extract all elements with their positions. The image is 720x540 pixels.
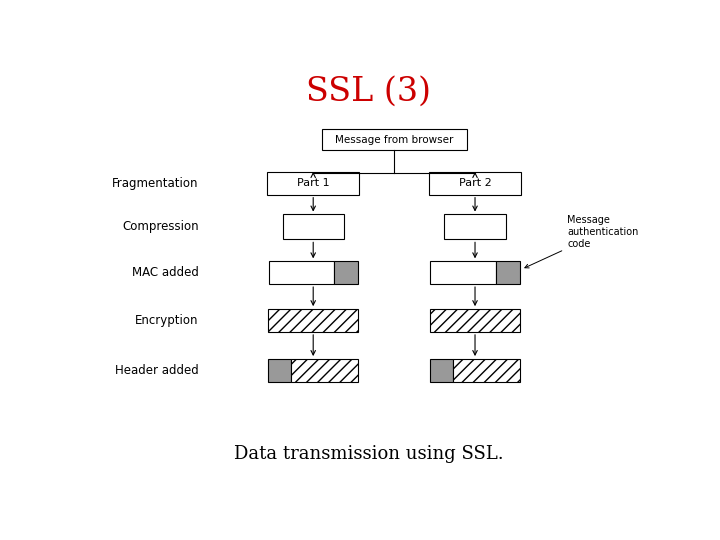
Bar [454,359,521,382]
Text: MAC added: MAC added [132,266,199,279]
Bar [292,359,359,382]
Bar [267,172,359,195]
Bar [268,359,292,382]
Text: Message
authentication
code: Message authentication code [525,215,639,268]
Bar [430,309,521,332]
Bar [496,261,520,284]
Bar [268,309,359,332]
Text: Header added: Header added [115,364,199,377]
Bar [334,261,358,284]
Text: Part 1: Part 1 [297,178,330,188]
Text: Message from browser: Message from browser [335,134,454,145]
Text: Fragmentation: Fragmentation [112,177,199,190]
Bar [431,261,496,284]
Text: Encryption: Encryption [135,314,199,327]
Bar [444,214,505,239]
Text: Compression: Compression [122,220,199,233]
Text: Part 2: Part 2 [459,178,491,188]
Text: SSL (3): SSL (3) [307,76,431,108]
Bar [430,359,454,382]
Bar [282,214,344,239]
Bar [429,172,521,195]
Bar [269,261,334,284]
Text: Data transmission using SSL.: Data transmission using SSL. [234,444,504,463]
Bar [322,129,467,151]
